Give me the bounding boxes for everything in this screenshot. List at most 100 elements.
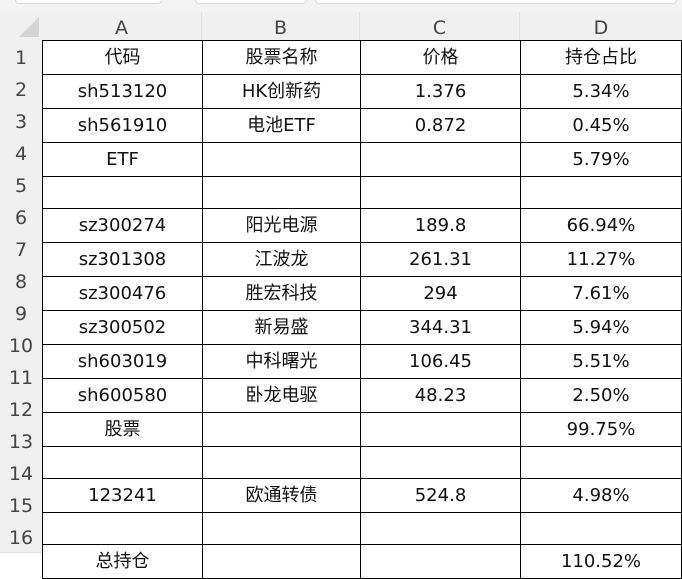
row-header[interactable]: 8 bbox=[0, 264, 42, 297]
cell-weight[interactable]: 持仓占比 bbox=[520, 40, 682, 75]
table-row: sh513120 HK创新药 1.376 5.34% bbox=[42, 74, 682, 109]
cell-price[interactable]: 294 bbox=[360, 276, 521, 311]
cell-name[interactable]: 欧通转债 bbox=[202, 478, 361, 513]
cell-code[interactable] bbox=[42, 176, 203, 209]
table-row: sz300476 胜宏科技 294 7.61% bbox=[42, 276, 682, 311]
row-header[interactable]: 5 bbox=[0, 168, 42, 201]
cell-code[interactable]: sz300274 bbox=[42, 208, 203, 243]
cell-name[interactable] bbox=[202, 176, 361, 209]
table-row: 总持仓 110.52% bbox=[42, 544, 682, 579]
table-row: sh561910 电池ETF 0.872 0.45% bbox=[42, 108, 682, 143]
cell-name[interactable]: 阳光电源 bbox=[202, 208, 361, 243]
cell-code[interactable]: 123241 bbox=[42, 478, 203, 513]
table-row: 代码 股票名称 价格 持仓占比 bbox=[42, 40, 682, 75]
row-header[interactable]: 3 bbox=[0, 104, 42, 137]
cell-code[interactable]: 总持仓 bbox=[42, 544, 203, 579]
cell-price[interactable]: 344.31 bbox=[360, 310, 521, 345]
row-header[interactable]: 2 bbox=[0, 72, 42, 105]
table-row bbox=[42, 446, 682, 479]
cell-code[interactable]: sz300502 bbox=[42, 310, 203, 345]
cell-weight[interactable] bbox=[520, 446, 682, 479]
cell-weight[interactable] bbox=[520, 512, 682, 545]
table-row bbox=[42, 176, 682, 209]
cell-code[interactable]: sh600580 bbox=[42, 378, 203, 413]
cell-name[interactable] bbox=[202, 544, 361, 579]
cell-name[interactable]: 胜宏科技 bbox=[202, 276, 361, 311]
row-header[interactable]: 14 bbox=[0, 456, 42, 489]
cell-price[interactable]: 189.8 bbox=[360, 208, 521, 243]
cell-price[interactable] bbox=[360, 512, 521, 545]
table-row: ETF 5.79% bbox=[42, 142, 682, 177]
cell-weight[interactable]: 11.27% bbox=[520, 242, 682, 277]
cell-weight[interactable]: 2.50% bbox=[520, 378, 682, 413]
table-row: sz300274 阳光电源 189.8 66.94% bbox=[42, 208, 682, 243]
cell-weight[interactable]: 110.52% bbox=[520, 544, 682, 579]
row-header[interactable]: 11 bbox=[0, 360, 42, 393]
cell-price[interactable]: 0.872 bbox=[360, 108, 521, 143]
cell-price[interactable]: 价格 bbox=[360, 40, 521, 75]
cell-price[interactable] bbox=[360, 412, 521, 447]
row-header[interactable]: 7 bbox=[0, 232, 42, 265]
select-all-corner[interactable] bbox=[0, 12, 42, 40]
cell-name[interactable]: 电池ETF bbox=[202, 108, 361, 143]
cell-code[interactable]: ETF bbox=[42, 142, 203, 177]
toolbar-tab[interactable] bbox=[315, 0, 677, 4]
cell-name[interactable]: 江波龙 bbox=[202, 242, 361, 277]
cell-price[interactable]: 524.8 bbox=[360, 478, 521, 513]
column-header-a[interactable]: A bbox=[42, 12, 202, 40]
cell-weight[interactable]: 0.45% bbox=[520, 108, 682, 143]
toolbar-tab[interactable] bbox=[15, 0, 162, 4]
cell-name[interactable] bbox=[202, 412, 361, 447]
cell-weight[interactable]: 4.98% bbox=[520, 478, 682, 513]
cell-weight[interactable]: 5.34% bbox=[520, 74, 682, 109]
cell-name[interactable] bbox=[202, 142, 361, 177]
cell-price[interactable] bbox=[360, 544, 521, 579]
cell-price[interactable] bbox=[360, 446, 521, 479]
cell-code[interactable]: 代码 bbox=[42, 40, 203, 75]
toolbar-tab[interactable] bbox=[195, 0, 307, 4]
row-header[interactable]: 13 bbox=[0, 424, 42, 457]
cell-weight[interactable]: 5.51% bbox=[520, 344, 682, 379]
column-header-d[interactable]: D bbox=[520, 12, 682, 40]
cell-price[interactable]: 48.23 bbox=[360, 378, 521, 413]
cell-code[interactable]: 股票 bbox=[42, 412, 203, 447]
table-row: sz301308 江波龙 261.31 11.27% bbox=[42, 242, 682, 277]
cell-name[interactable]: 卧龙电驱 bbox=[202, 378, 361, 413]
cell-code[interactable] bbox=[42, 446, 203, 479]
row-header[interactable]: 9 bbox=[0, 296, 42, 329]
cell-code[interactable]: sz300476 bbox=[42, 276, 203, 311]
row-header[interactable]: 12 bbox=[0, 392, 42, 425]
cell-name[interactable]: 新易盛 bbox=[202, 310, 361, 345]
row-header[interactable]: 4 bbox=[0, 136, 42, 169]
cell-name[interactable]: 中科曙光 bbox=[202, 344, 361, 379]
row-header[interactable]: 16 bbox=[0, 520, 42, 553]
row-header[interactable]: 1 bbox=[0, 40, 42, 73]
cell-weight[interactable] bbox=[520, 176, 682, 209]
row-header[interactable]: 6 bbox=[0, 200, 42, 233]
cell-code[interactable]: sz301308 bbox=[42, 242, 203, 277]
cell-code[interactable]: sh561910 bbox=[42, 108, 203, 143]
table-row: 股票 99.75% bbox=[42, 412, 682, 447]
cell-weight[interactable]: 99.75% bbox=[520, 412, 682, 447]
cell-code[interactable] bbox=[42, 512, 203, 545]
row-header[interactable]: 10 bbox=[0, 328, 42, 361]
column-header-b[interactable]: B bbox=[202, 12, 360, 40]
cell-name[interactable] bbox=[202, 446, 361, 479]
top-strip bbox=[0, 0, 682, 12]
cell-weight[interactable]: 66.94% bbox=[520, 208, 682, 243]
cell-price[interactable]: 1.376 bbox=[360, 74, 521, 109]
cell-price[interactable] bbox=[360, 142, 521, 177]
cell-code[interactable]: sh603019 bbox=[42, 344, 203, 379]
cell-price[interactable]: 106.45 bbox=[360, 344, 521, 379]
cell-weight[interactable]: 5.94% bbox=[520, 310, 682, 345]
cell-name[interactable] bbox=[202, 512, 361, 545]
row-header[interactable]: 15 bbox=[0, 488, 42, 521]
column-header-c[interactable]: C bbox=[360, 12, 520, 40]
cell-code[interactable]: sh513120 bbox=[42, 74, 203, 109]
cell-name[interactable]: HK创新药 bbox=[202, 74, 361, 109]
cell-name[interactable]: 股票名称 bbox=[202, 40, 361, 75]
cell-weight[interactable]: 5.79% bbox=[520, 142, 682, 177]
cell-price[interactable]: 261.31 bbox=[360, 242, 521, 277]
cell-weight[interactable]: 7.61% bbox=[520, 276, 682, 311]
cell-price[interactable] bbox=[360, 176, 521, 209]
